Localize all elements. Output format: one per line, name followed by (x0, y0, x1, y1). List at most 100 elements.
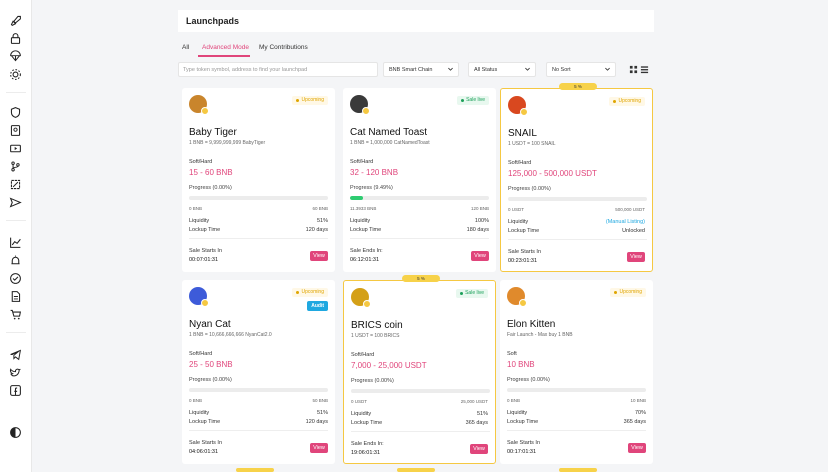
lockup-label: Lockup Time (189, 419, 221, 425)
sort-select[interactable]: No Sort (546, 62, 616, 77)
token-name: Baby Tiger (189, 127, 237, 138)
video-icon[interactable] (9, 142, 22, 155)
send-icon[interactable] (9, 196, 22, 209)
verified-badge-icon (201, 299, 209, 307)
progress-bar (507, 388, 646, 392)
lock-icon[interactable] (9, 32, 22, 45)
launchpad-card[interactable]: Upcoming Baby Tiger 1 BNB = 9,999,999,999 … (182, 88, 335, 272)
progress-max: 60 BNB (312, 206, 328, 211)
token-name: BRICS coin (351, 320, 403, 331)
parachute-icon[interactable] (9, 50, 22, 63)
tab-advanced-mode[interactable]: Advanced Mode (202, 44, 249, 51)
status-dot-icon (460, 292, 464, 295)
launchpad-card[interactable]: Upcoming Elon Kitten Fair Launch - Max buy… (500, 280, 653, 464)
badge-icon[interactable] (9, 124, 22, 137)
view-button[interactable]: View (470, 444, 488, 454)
alarm-icon[interactable] (9, 254, 22, 267)
progress-bar (189, 388, 328, 392)
lockup-label: Lockup Time (351, 420, 383, 426)
lockup-value: 120 days (305, 419, 328, 425)
chevron-down-icon (525, 67, 530, 71)
cap-label: Soft/Hard (508, 160, 532, 166)
launchpad-card[interactable]: Upcoming Audit Nyan Cat 1 BNB = 10,666,666,… (182, 280, 335, 464)
token-logo (189, 95, 209, 115)
telegram-icon[interactable] (9, 348, 22, 361)
sidebar-divider (6, 332, 26, 333)
view-button[interactable]: View (310, 251, 328, 261)
liquidity-value[interactable]: (Manual Listing) (605, 219, 645, 225)
featured-tag-partial (397, 468, 435, 472)
status-text: Sale live (465, 290, 484, 296)
liquidity-value: 70% (634, 410, 646, 416)
shield-icon[interactable] (9, 106, 22, 119)
token-rate: 1 USDT = 100 BRICS (351, 333, 400, 339)
token-rate: Fair Launch - Max buy 1 BNB (507, 332, 573, 338)
progress-min: 11.3933 BNB (350, 206, 377, 211)
token-logo (189, 287, 209, 307)
timer-label: Sale Starts In (507, 440, 541, 446)
timer-label: Sale Ends In: (350, 248, 383, 254)
twitter-icon[interactable] (9, 366, 22, 379)
view-button[interactable]: View (628, 443, 646, 453)
lockup-label: Lockup Time (350, 227, 382, 233)
search-input[interactable]: Type token symbol, address to find your … (178, 62, 378, 77)
git-branch-icon[interactable] (9, 160, 22, 173)
launchpad-card[interactable]: 5 % Sale live BRICS coin 1 USDT = 100 BRICS… (343, 275, 496, 464)
token-logo (351, 288, 371, 308)
verified-badge-icon (519, 299, 527, 307)
document-icon[interactable] (9, 290, 22, 303)
status-badge: Upcoming (292, 96, 328, 105)
audit-badge[interactable]: Audit (307, 301, 328, 311)
cart-icon[interactable] (9, 308, 22, 321)
chain-select[interactable]: BNB Smart Chain (383, 62, 459, 77)
timer-label: Sale Ends In: (351, 441, 384, 447)
featured-percent-tag: 5 % (402, 275, 440, 282)
view-button[interactable]: View (471, 251, 489, 261)
cap-value: 32 - 120 BNB (350, 168, 399, 177)
lockup-label: Lockup Time (189, 227, 221, 233)
settings-icon[interactable] (9, 68, 22, 81)
status-select[interactable]: All Status (468, 62, 536, 77)
status-select-value: All Status (474, 67, 498, 73)
ticket-icon[interactable] (9, 178, 22, 191)
theme-toggle-icon[interactable] (9, 426, 22, 439)
chevron-down-icon (605, 67, 610, 71)
view-button[interactable]: View (627, 252, 645, 262)
lockup-label: Lockup Time (508, 228, 540, 234)
progress-min: 0 BNB (507, 398, 521, 403)
status-badge: Sale live (457, 96, 489, 105)
list-view-icon[interactable] (640, 65, 649, 74)
progress-min: 0 USDT (508, 207, 525, 212)
liquidity-label: Liquidity (189, 410, 210, 416)
status-dot-icon (614, 291, 618, 294)
launchpad-card[interactable]: Sale live Cat Named Toast 1 BNB = 1,000,00… (343, 88, 496, 272)
status-text: Upcoming (301, 289, 324, 295)
active-tab-indicator (198, 55, 250, 57)
launchpad-card[interactable]: 5 % Upcoming SNAIL 1 USDT = 100 SNAIL Soft/H… (500, 83, 653, 272)
tab-my-contributions[interactable]: My Contributions (259, 44, 308, 51)
card-divider (189, 430, 328, 431)
verified-badge-icon (201, 107, 209, 115)
check-circle-icon[interactable] (9, 272, 22, 285)
status-badge: Upcoming (292, 288, 328, 297)
grid-view-icon[interactable] (629, 65, 638, 74)
sort-select-value: No Sort (552, 67, 571, 73)
progress-min: 0 BNB (189, 206, 203, 211)
token-rate: 1 USDT = 100 SNAIL (508, 141, 556, 147)
token-name: Elon Kitten (507, 319, 556, 330)
liquidity-label: Liquidity (350, 218, 371, 224)
sidebar-divider (6, 92, 26, 93)
facebook-icon[interactable] (9, 384, 22, 397)
progress-fill (350, 196, 364, 200)
progress-max: 50 BNB (312, 398, 328, 403)
rocket-icon[interactable] (9, 14, 22, 27)
tab-all[interactable]: All (182, 44, 190, 51)
progress-min: 0 USDT (351, 399, 368, 404)
card-divider (507, 430, 646, 431)
cap-label: Soft/Hard (189, 159, 213, 165)
progress-bar (350, 196, 489, 200)
view-button[interactable]: View (310, 443, 328, 453)
timer-value: 04:06:01:31 (189, 449, 219, 455)
chart-icon[interactable] (9, 236, 22, 249)
progress-max: 500,000 USDT (615, 207, 645, 212)
